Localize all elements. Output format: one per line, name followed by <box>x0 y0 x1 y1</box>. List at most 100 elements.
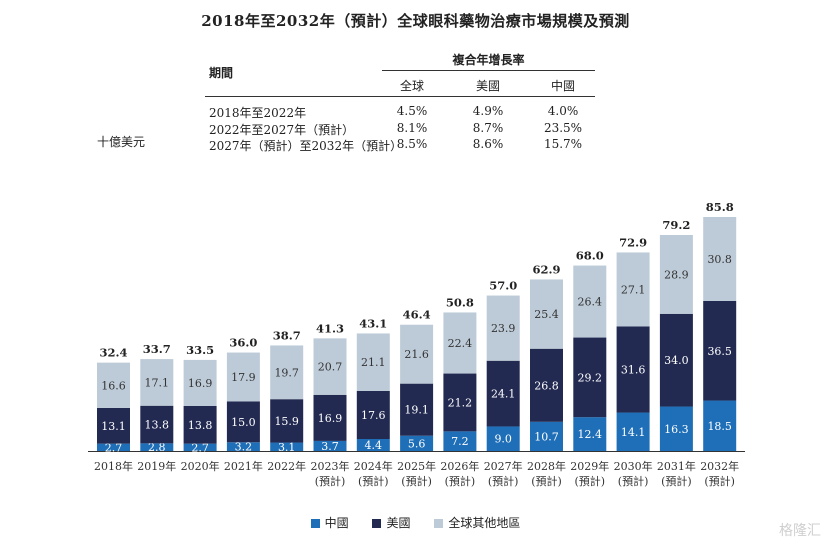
bar-segment <box>530 279 563 349</box>
bar-segment <box>616 326 650 413</box>
x-tick-sublabel: (預計) <box>575 474 606 488</box>
data-label: 26.8 <box>534 379 559 392</box>
bar-segment <box>313 394 347 441</box>
bar-segment <box>270 442 304 451</box>
x-tick-label: 2026年 <box>440 459 479 473</box>
data-label: 34.0 <box>664 354 689 367</box>
legend-item-rest-of-world: 全球其他地區 <box>434 514 520 531</box>
bar-segment <box>573 337 607 418</box>
data-label: 7.2 <box>451 435 469 448</box>
table-row: 2027年（預計）至2032年（預計） 8.5% 8.6% 15.7% <box>209 137 595 153</box>
table-rule <box>382 70 595 71</box>
bar-segment <box>703 301 737 401</box>
x-tick-label: 2022年 <box>267 459 306 473</box>
unit-label: 十億美元 <box>97 135 146 149</box>
bar-segment <box>573 417 607 451</box>
x-tick-sublabel: (預計) <box>704 474 735 488</box>
column-header-china: 中國 <box>550 79 575 93</box>
legend-swatch <box>434 519 444 528</box>
bar-segment <box>270 345 304 400</box>
data-label: 3.1 <box>278 441 296 454</box>
data-label: 13.1 <box>101 420 126 433</box>
data-label: 16.9 <box>188 377 213 390</box>
bar-segment <box>140 443 174 451</box>
row-period: 2022年至2027年（預計） <box>209 123 355 137</box>
data-label: 20.7 <box>318 361 343 374</box>
data-label: 12.4 <box>578 428 603 441</box>
data-label: 36.5 <box>707 345 732 358</box>
bar-segment <box>356 439 390 451</box>
bar-segment <box>659 313 693 407</box>
data-label: 29.2 <box>578 371 603 384</box>
data-label: 21.6 <box>404 348 429 361</box>
x-tick-label: 2032年 <box>700 459 739 473</box>
bar-segment <box>183 443 217 451</box>
data-label: 13.8 <box>145 419 170 432</box>
data-label: 25.4 <box>534 308 559 321</box>
data-label: 2.8 <box>148 441 166 454</box>
column-header-global: 全球 <box>399 79 424 93</box>
row-value-global: 8.1% <box>396 121 428 135</box>
data-label: 23.9 <box>491 322 516 335</box>
bar-segment <box>443 373 477 432</box>
data-label: 17.9 <box>231 371 256 384</box>
x-tick-label: 2025年 <box>397 459 436 473</box>
stacked-bar-chart: 2.7 13.1 16.6 32.4 2018年 2.8 13.8 17.1 33.7 2019年… <box>88 200 745 488</box>
bar-segment <box>400 383 434 436</box>
x-tick-label: 2031年 <box>657 459 696 473</box>
data-label: 4.4 <box>365 439 383 452</box>
total-label: 36.0 <box>229 336 257 350</box>
bar-segment <box>616 412 650 451</box>
x-tick-label: 2028年 <box>527 459 566 473</box>
row-value-china: 15.7% <box>543 137 583 151</box>
x-tick-label: 2018年 <box>94 459 133 473</box>
bar-segment <box>486 426 520 451</box>
data-label: 2.7 <box>105 441 123 454</box>
bar-segment <box>226 401 260 443</box>
row-value-global: 4.5% <box>396 104 428 118</box>
x-tick-sublabel: (預計) <box>445 474 476 488</box>
total-label: 43.1 <box>359 316 387 330</box>
data-label: 19.1 <box>404 404 429 417</box>
bar-segment <box>97 443 130 451</box>
bar-segment <box>226 352 260 402</box>
bar-segment <box>97 407 130 444</box>
chart-legend: 中國 美國 全球其他地區 <box>0 514 831 531</box>
x-tick-sublabel: (預計) <box>401 474 432 488</box>
total-label: 38.7 <box>273 328 301 342</box>
data-label: 3.2 <box>235 441 253 454</box>
bar-segment <box>270 399 304 443</box>
total-label: 57.0 <box>489 279 517 293</box>
data-label: 21.2 <box>448 396 473 409</box>
data-label: 21.1 <box>361 356 386 369</box>
bar-segment <box>659 406 693 451</box>
data-label: 26.4 <box>578 296 603 309</box>
data-label: 2.7 <box>191 441 209 454</box>
chart-title: 2018年至2032年（預計）全球眼科藥物治療市場規模及預測 <box>201 12 630 30</box>
legend-item-china: 中國 <box>310 514 349 531</box>
period-header: 期間 <box>209 66 234 80</box>
table-rule <box>205 96 595 97</box>
total-label: 33.5 <box>186 343 214 357</box>
x-tick-sublabel: (預計) <box>315 474 346 488</box>
total-label: 41.3 <box>316 321 344 335</box>
data-label: 22.4 <box>448 337 473 350</box>
bar-segment <box>400 324 434 384</box>
total-label: 85.8 <box>706 200 734 214</box>
watermark-logo: 格隆汇 <box>779 523 821 539</box>
total-label: 33.7 <box>143 342 171 356</box>
bar-segment <box>400 435 434 451</box>
data-label: 16.3 <box>664 423 689 436</box>
data-label: 19.7 <box>274 366 299 379</box>
total-label: 72.9 <box>619 235 647 249</box>
bar-segment <box>530 421 563 451</box>
x-tick-sublabel: (預計) <box>358 474 389 488</box>
total-label: 62.9 <box>532 262 560 276</box>
bar-segment <box>226 442 260 451</box>
total-label: 79.2 <box>662 218 690 232</box>
x-tick-label: 2027年 <box>484 459 523 473</box>
x-tick-label: 2024年 <box>354 459 393 473</box>
bar-segment <box>313 338 347 395</box>
row-period: 2018年至2022年 <box>209 106 307 120</box>
bar-segment <box>356 391 390 439</box>
